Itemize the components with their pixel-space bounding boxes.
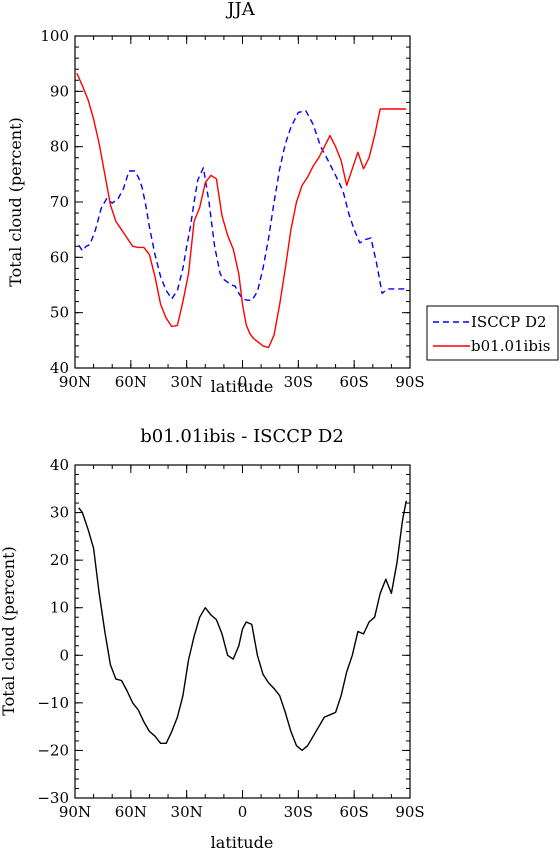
top-y-tick-label: 70 xyxy=(50,193,69,211)
bottom-x-tick-label: 60S xyxy=(339,803,368,821)
top-series-isccp-d2-line xyxy=(78,109,407,302)
top-x-axis-label: latitude xyxy=(211,377,274,396)
bottom-y-tick-label: 20 xyxy=(50,551,69,569)
bottom-x-tick-label: 90N xyxy=(59,803,91,821)
top-panel: JJA latitude Total cloud (percent) 40 50 6… xyxy=(6,0,425,396)
top-x-tick-label: 60S xyxy=(339,373,368,391)
top-x-tick-label: 60N xyxy=(115,373,147,391)
top-y-axis-label: Total cloud (percent) xyxy=(6,117,25,287)
bottom-y-tick-label: 10 xyxy=(50,599,69,617)
top-series-b01-01ibis-line xyxy=(76,72,407,349)
top-y-tick-label: 60 xyxy=(50,248,69,266)
top-y-tick-label: 80 xyxy=(50,138,69,156)
legend-box xyxy=(426,305,559,361)
bottom-y-tick-label: 40 xyxy=(50,456,69,474)
bottom-chart-title: b01.01ibis - ISCCP D2 xyxy=(140,426,344,447)
bottom-y-tick-label: −30 xyxy=(37,789,69,807)
legend: ISCCP D2 b01.01ibis xyxy=(426,305,559,361)
top-x-tick-label: 0 xyxy=(238,373,248,391)
legend-label-isccp: ISCCP D2 xyxy=(471,313,547,331)
top-x-tick-label: 30S xyxy=(284,373,313,391)
top-y-tick-label: 100 xyxy=(40,27,69,45)
bottom-x-tick-label: 90S xyxy=(395,803,424,821)
top-plot-frame xyxy=(74,35,411,369)
legend-label-model: b01.01ibis xyxy=(471,337,550,355)
top-x-tick-label: 90N xyxy=(59,373,91,391)
top-x-tick-label: 90S xyxy=(395,373,424,391)
bottom-panel: b01.01ibis - ISCCP D2 latitude Total clo… xyxy=(0,426,425,851)
bottom-y-tick-label: 0 xyxy=(59,646,69,664)
bottom-y-axis-label: Total cloud (percent) xyxy=(0,546,18,716)
bottom-y-tick-label: −10 xyxy=(37,694,69,712)
bottom-x-axis-label: latitude xyxy=(211,833,274,851)
bottom-series-difference-line xyxy=(78,500,407,752)
bottom-x-tick-label: 30N xyxy=(171,803,203,821)
top-y-tick-label: 90 xyxy=(50,82,69,100)
bottom-x-tick-label: 0 xyxy=(238,803,248,821)
top-y-tick-label: 40 xyxy=(50,359,69,377)
top-chart-title: JJA xyxy=(225,0,255,20)
top-y-tick-label: 50 xyxy=(50,304,69,322)
bottom-y-tick-label: 30 xyxy=(50,504,69,522)
top-x-tick-label: 30N xyxy=(171,373,203,391)
bottom-x-tick-label: 30S xyxy=(284,803,313,821)
bottom-x-tick-label: 60N xyxy=(115,803,147,821)
bottom-y-tick-label: −20 xyxy=(37,741,69,759)
